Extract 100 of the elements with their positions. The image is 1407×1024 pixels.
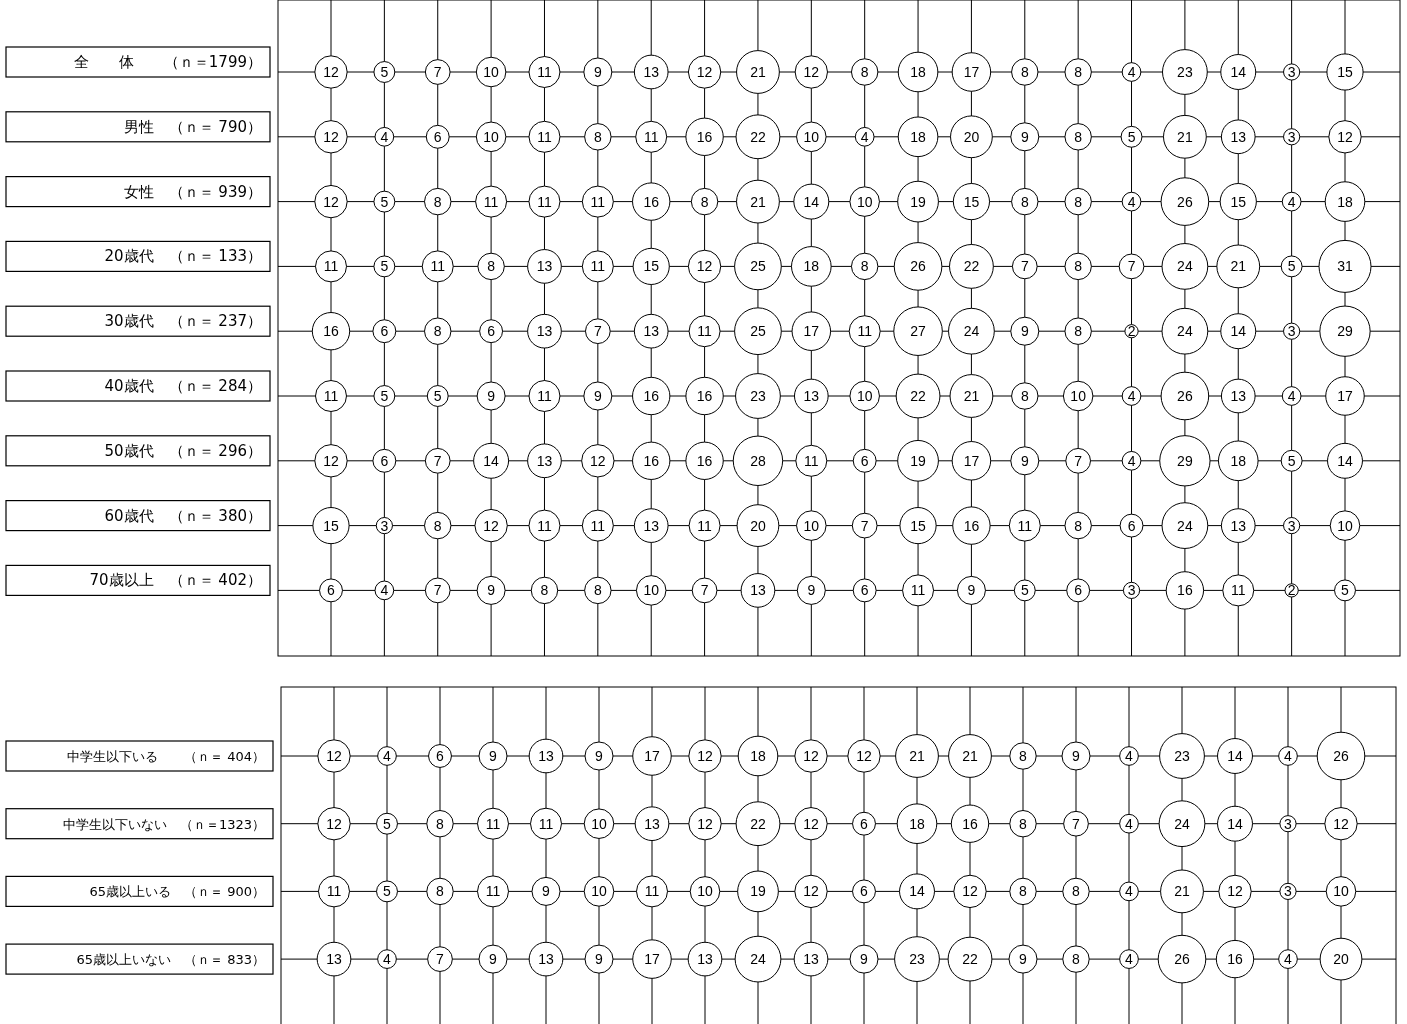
y-tick-label: 65歳以上いない （ｎ＝ 833）: [76, 952, 265, 968]
data-label: 24: [1177, 323, 1193, 340]
data-label: 4: [1284, 748, 1293, 764]
data-label: 26: [1177, 193, 1193, 210]
data-label: 13: [1230, 388, 1247, 404]
data-label: 22: [750, 815, 766, 832]
data-label: 8: [433, 193, 442, 210]
data-label: 24: [1177, 258, 1193, 275]
data-label: 24: [1177, 517, 1193, 534]
data-label: 20: [963, 128, 980, 145]
y-tick-label: 30歳代 （ｎ＝ 237）: [104, 312, 262, 331]
data-label: 9: [1020, 323, 1029, 340]
data-label: 16: [1177, 582, 1193, 599]
data-label: 4: [1287, 388, 1296, 404]
data-label: 28: [750, 452, 766, 469]
data-label: 5: [1020, 582, 1029, 599]
data-label: 8: [700, 193, 709, 210]
data-label: 11: [485, 815, 501, 832]
data-label: 13: [643, 323, 660, 340]
data-label: 11: [430, 258, 446, 275]
data-label: 4: [380, 128, 389, 145]
data-label: 21: [750, 64, 766, 80]
data-label: 13: [326, 951, 342, 968]
data-label: 11: [537, 64, 552, 80]
data-label: 11: [643, 128, 659, 145]
data-label: 15: [910, 517, 927, 534]
data-label: 12: [803, 748, 819, 764]
data-label: 12: [803, 883, 819, 900]
data-label: 10: [1070, 388, 1087, 404]
data-label: 7: [1074, 452, 1083, 469]
data-label: 22: [962, 951, 978, 968]
data-label: 13: [536, 323, 553, 340]
data-label: 8: [860, 258, 869, 275]
data-label: 8: [1074, 193, 1083, 210]
data-label: 22: [910, 388, 927, 404]
data-label: 9: [489, 951, 498, 968]
y-tick-label: 65歳以上いる （ｎ＝ 900）: [89, 884, 265, 900]
data-label: 18: [1230, 452, 1247, 469]
data-label: 14: [1227, 748, 1243, 764]
data-label: 4: [1125, 951, 1134, 968]
data-label: 7: [1020, 258, 1029, 275]
y-tick-label: 中学生以下いる （ｎ＝ 404）: [67, 749, 265, 764]
data-label: 29: [1177, 452, 1193, 469]
data-label: 14: [1230, 64, 1247, 80]
y-tick-label: 男性 （ｎ＝ 790）: [123, 117, 262, 136]
data-label: 5: [433, 388, 442, 404]
data-label: 17: [644, 748, 660, 764]
data-label: 8: [1074, 258, 1083, 275]
data-label: 11: [538, 815, 554, 832]
data-label: 10: [803, 517, 820, 534]
data-label: 29: [1337, 323, 1353, 340]
data-label: 10: [1337, 517, 1353, 534]
data-label: 16: [643, 193, 660, 210]
data-label: 12: [323, 64, 339, 80]
data-label: 25: [750, 258, 766, 275]
data-label: 11: [323, 388, 339, 404]
data-label: 26: [910, 258, 927, 275]
data-label: 9: [593, 64, 602, 80]
data-label: 15: [963, 193, 980, 210]
data-label: 5: [380, 258, 389, 275]
data-label: 9: [593, 388, 602, 404]
data-label: 12: [803, 64, 820, 80]
data-label: 12: [803, 815, 819, 832]
data-label: 5: [1341, 582, 1350, 599]
data-label: 12: [326, 748, 342, 764]
data-label: 12: [483, 517, 500, 534]
data-label: 17: [1337, 388, 1353, 404]
data-label: 13: [538, 748, 554, 764]
data-label: 11: [326, 883, 342, 900]
data-label: 18: [803, 258, 820, 275]
data-label: 13: [536, 258, 553, 275]
data-label: 5: [1127, 128, 1136, 145]
data-label: 6: [380, 323, 389, 340]
data-label: 16: [696, 452, 713, 469]
data-label: 17: [963, 64, 980, 80]
data-label: 8: [487, 258, 496, 275]
data-label: 3: [1287, 323, 1296, 340]
data-label: 11: [537, 128, 552, 145]
data-label: 10: [856, 388, 873, 404]
data-label: 12: [962, 883, 978, 900]
data-label: 8: [1072, 883, 1081, 900]
data-label: 12: [323, 193, 339, 210]
data-label: 11: [485, 883, 501, 900]
data-label: 4: [383, 951, 392, 968]
data-label: 9: [967, 582, 976, 599]
data-label: 14: [909, 883, 925, 900]
data-label: 19: [910, 452, 927, 469]
data-label: 8: [1074, 128, 1083, 145]
data-label: 9: [1072, 748, 1081, 764]
data-label: 7: [436, 951, 445, 968]
data-label: 6: [860, 815, 869, 832]
data-label: 11: [1230, 582, 1246, 599]
data-label: 10: [697, 883, 713, 900]
data-label: 3: [1284, 815, 1293, 832]
data-label: 15: [323, 517, 339, 534]
data-label: 11: [483, 193, 499, 210]
data-label: 7: [700, 582, 709, 599]
data-label: 10: [591, 883, 607, 900]
data-label: 15: [643, 258, 660, 275]
data-label: 6: [860, 452, 869, 469]
